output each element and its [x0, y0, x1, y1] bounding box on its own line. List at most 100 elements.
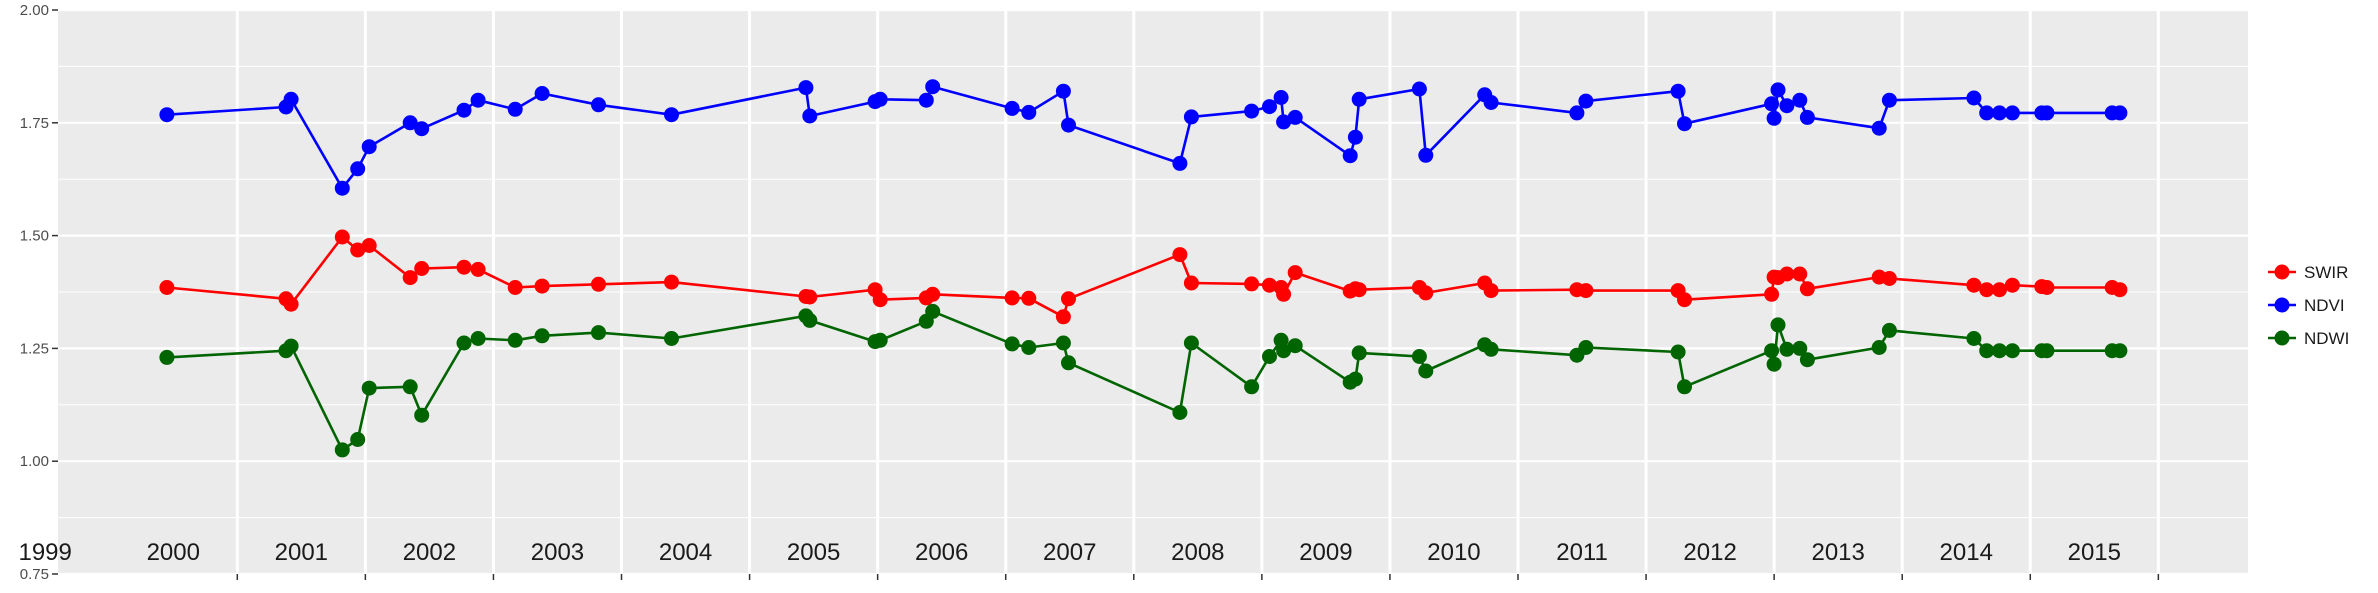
data-point-ndvi: [802, 108, 818, 124]
data-point-ndwi: [1670, 344, 1686, 360]
data-point-ndwi: [1351, 345, 1367, 361]
data-point-swir: [2039, 280, 2055, 295]
data-point-ndwi: [283, 338, 299, 354]
data-point-ndvi: [1347, 129, 1363, 145]
year-label: 2008: [1171, 539, 1224, 566]
data-point-ndwi: [1061, 355, 1076, 371]
data-point-ndvi: [591, 97, 606, 113]
y-tick-label: 1.00: [20, 453, 49, 470]
data-point-ndvi: [1799, 109, 1815, 125]
data-point-ndwi: [1172, 405, 1188, 420]
data-point-ndvi: [1418, 147, 1434, 163]
legend-label-ndvi: NDVI: [2304, 296, 2345, 315]
data-point-ndvi: [1966, 90, 1982, 106]
data-point-ndvi: [1183, 109, 1199, 125]
data-point-ndvi: [1670, 83, 1686, 99]
series-layer: [159, 79, 2128, 458]
data-point-ndwi: [1881, 322, 1897, 338]
data-point-ndwi: [1183, 335, 1199, 351]
data-point-swir: [1979, 282, 1995, 298]
data-point-ndwi: [1287, 338, 1303, 354]
year-label: 2009: [1299, 539, 1352, 566]
data-point-ndwi: [802, 312, 818, 328]
data-point-ndvi: [1871, 120, 1887, 136]
data-point-ndvi: [1578, 93, 1594, 109]
year-label: 2000: [147, 539, 200, 566]
legend-label-swir: SWIR: [2304, 263, 2348, 282]
data-point-ndvi: [1770, 82, 1786, 98]
data-point-ndvi: [1992, 105, 2007, 121]
data-point-ndwi: [1347, 371, 1363, 387]
data-point-swir: [1799, 281, 1815, 297]
data-point-ndwi: [1766, 356, 1782, 372]
data-point-ndvi: [1262, 99, 1277, 115]
data-point-ndwi: [1979, 343, 1995, 359]
data-point-swir: [664, 274, 679, 290]
data-point-ndwi: [1411, 349, 1427, 364]
data-point-ndvi: [1677, 116, 1692, 132]
data-point-ndwi: [361, 380, 377, 396]
year-label: 2013: [1811, 539, 1864, 566]
data-point-ndvi: [872, 91, 888, 107]
data-point-ndwi: [534, 328, 550, 344]
data-point-ndvi: [2004, 105, 2020, 121]
legend: SWIR NDVI NDWI: [2268, 263, 2349, 348]
data-point-swir: [1418, 285, 1434, 301]
data-point-swir: [1992, 282, 2007, 298]
data-point-ndwi: [1578, 340, 1594, 355]
data-point-swir: [334, 229, 350, 245]
data-point-ndwi: [334, 442, 350, 458]
data-point-ndvi: [334, 180, 350, 196]
data-point-ndwi: [1992, 343, 2007, 359]
data-point-swir: [1262, 277, 1277, 293]
data-point-ndvi: [925, 79, 941, 95]
data-point-swir: [361, 238, 377, 253]
data-point-swir: [925, 286, 941, 302]
data-point-swir: [1287, 265, 1303, 281]
data-point-ndvi: [1004, 100, 1020, 116]
data-point-ndvi: [534, 86, 550, 101]
data-point-ndwi: [1021, 340, 1037, 355]
data-point-ndvi: [2039, 105, 2055, 121]
data-point-ndwi: [2112, 343, 2128, 359]
data-point-ndwi: [507, 332, 523, 348]
data-point-swir: [1966, 277, 1982, 293]
legend-label-ndwi: NDWI: [2304, 329, 2349, 348]
data-point-ndvi: [798, 80, 814, 96]
data-point-swir: [1764, 286, 1780, 302]
data-point-ndvi: [1979, 105, 1995, 121]
data-point-ndvi: [1061, 117, 1076, 133]
data-point-ndvi: [350, 161, 366, 177]
year-label: 2006: [915, 539, 968, 566]
data-point-swir: [872, 292, 888, 308]
data-point-swir: [507, 280, 523, 295]
data-point-swir: [1055, 309, 1071, 325]
series-line-ndvi: [166, 85, 2120, 190]
data-point-ndvi: [1055, 83, 1071, 99]
data-point-ndvi: [2112, 105, 2128, 121]
data-point-ndvi: [159, 107, 175, 123]
data-point-swir: [470, 261, 486, 277]
data-point-swir: [534, 278, 550, 294]
data-point-swir: [2004, 277, 2020, 293]
data-point-swir: [350, 242, 366, 258]
year-labels: 1999 2000 2001 2002 2003 2004 2005 2006 2007 2008…: [18, 539, 2121, 566]
y-tick-label: 0.75: [20, 566, 49, 583]
data-point-ndvi: [414, 121, 430, 137]
data-point-swir: [414, 261, 430, 276]
data-point-swir: [1578, 283, 1594, 299]
data-point-ndvi: [1881, 92, 1897, 108]
data-point-ndwi: [456, 335, 472, 351]
data-point-ndwi: [414, 407, 430, 423]
data-point-ndwi: [2039, 343, 2055, 359]
data-point-ndwi: [159, 349, 175, 365]
data-point-ndvi: [664, 107, 679, 123]
data-point-ndvi: [1172, 155, 1188, 171]
year-label: 2012: [1683, 539, 1736, 566]
year-label: 2010: [1427, 539, 1480, 566]
data-point-ndwi: [872, 332, 888, 348]
data-point-swir: [591, 276, 606, 292]
data-point-ndwi: [2004, 343, 2020, 359]
data-point-ndwi: [591, 325, 606, 341]
